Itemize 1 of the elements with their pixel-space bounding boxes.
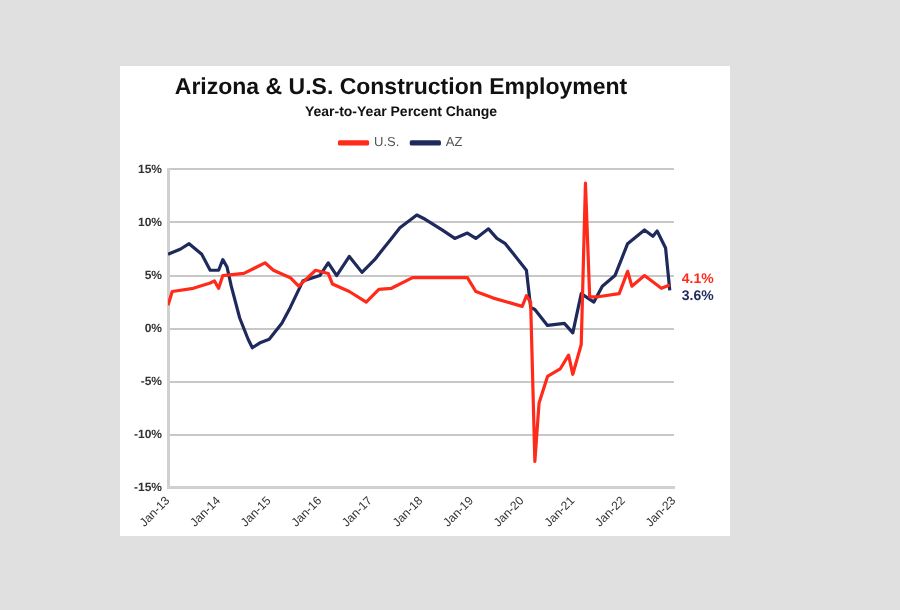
chart-title: Arizona & U.S. Construction Employment [174,76,628,101]
